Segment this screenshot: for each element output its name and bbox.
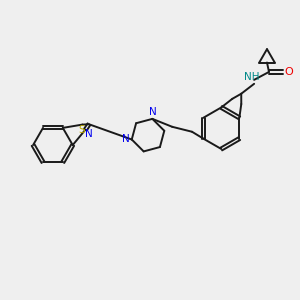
Text: N: N (122, 134, 130, 143)
Text: N: N (149, 107, 157, 117)
Text: NH: NH (244, 72, 260, 82)
Text: S: S (78, 124, 85, 134)
Text: N: N (85, 129, 93, 139)
Text: O: O (284, 67, 293, 77)
